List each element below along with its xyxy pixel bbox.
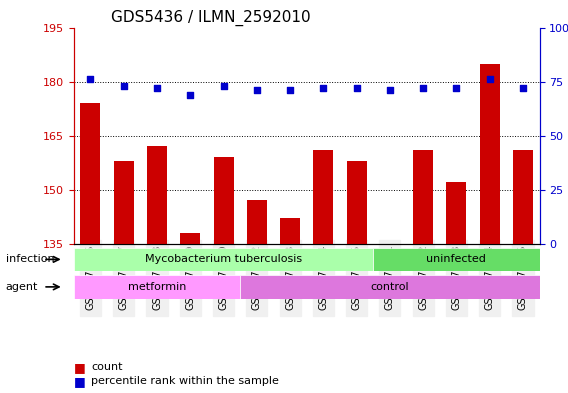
Point (219, 83, 228, 89)
Text: ■: ■ (74, 375, 86, 388)
Point (152, 85, 161, 91)
Text: infection: infection (6, 254, 55, 264)
Bar (81, 103, 101, 393)
FancyBboxPatch shape (373, 248, 540, 271)
Text: control: control (370, 282, 409, 292)
Text: Mycobacterium tuberculosis: Mycobacterium tuberculosis (145, 254, 302, 264)
Point (119, 83, 128, 89)
Point (485, 76, 494, 83)
Text: metformin: metformin (128, 282, 186, 292)
Point (452, 85, 461, 91)
Bar (247, 200, 267, 393)
Point (186, 91, 195, 97)
Bar (346, 161, 366, 393)
Bar (480, 64, 500, 393)
Text: agent: agent (6, 282, 38, 292)
FancyBboxPatch shape (74, 275, 240, 299)
FancyBboxPatch shape (74, 248, 373, 271)
Point (419, 85, 428, 91)
FancyBboxPatch shape (240, 275, 540, 299)
Point (319, 85, 328, 91)
Bar (314, 150, 333, 393)
Bar (147, 146, 167, 393)
Point (86, 76, 95, 83)
Point (286, 87, 295, 93)
Point (352, 85, 361, 91)
Bar (214, 157, 233, 393)
Text: ■: ■ (74, 361, 86, 374)
Bar (114, 161, 133, 393)
Bar (513, 150, 533, 393)
Point (519, 85, 528, 91)
Bar (446, 182, 466, 393)
Point (385, 87, 394, 93)
Bar (380, 244, 400, 393)
Bar (180, 233, 201, 393)
Text: count: count (91, 362, 122, 373)
Text: GDS5436 / ILMN_2592010: GDS5436 / ILMN_2592010 (111, 10, 311, 26)
Text: percentile rank within the sample: percentile rank within the sample (91, 376, 279, 386)
Text: uninfected: uninfected (427, 254, 486, 264)
Point (252, 87, 261, 93)
Bar (280, 219, 300, 393)
Bar (413, 150, 433, 393)
